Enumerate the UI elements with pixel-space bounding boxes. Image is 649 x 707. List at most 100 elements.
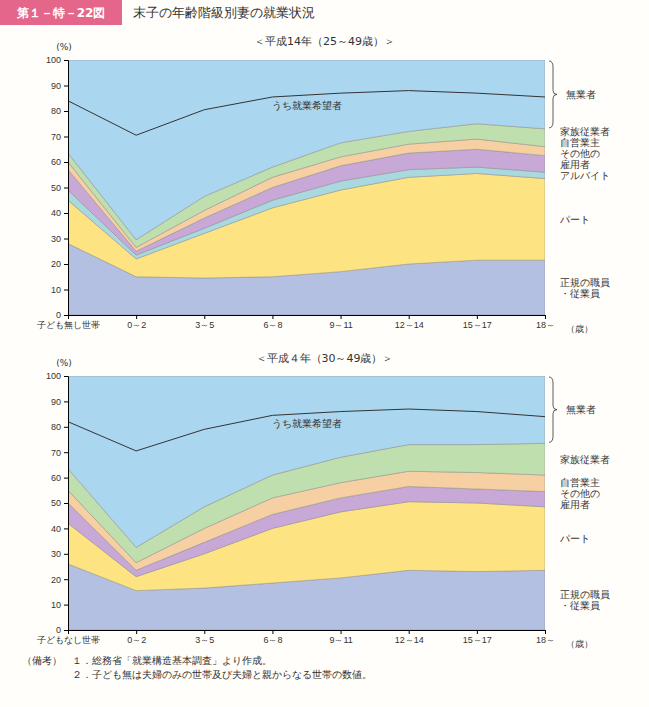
tick: 50 (51, 498, 68, 508)
tick-label: 70 (51, 448, 61, 458)
tick-label: 10 (51, 600, 61, 610)
tick: 6～8 (263, 630, 282, 645)
tick-mark (64, 427, 68, 428)
tick-label: 12～14 (395, 320, 424, 330)
legend-label-line: 正規の職員 (560, 277, 610, 288)
legend-label: 無業者 (566, 89, 596, 100)
tick-label: 3～5 (195, 320, 214, 330)
tick-mark (545, 315, 546, 319)
plot-area (68, 60, 545, 315)
tick-mark (341, 630, 342, 634)
tick: 50 (51, 183, 68, 193)
tick-label: 80 (51, 422, 61, 432)
chart-title: ＜平成14年（25～49歳）＞ (254, 35, 395, 48)
tick: 18～ (536, 315, 555, 330)
tick: 70 (51, 132, 68, 142)
legend-label: その他の雇用者 (560, 148, 600, 170)
tick-mark (64, 137, 68, 138)
tick-label: 40 (51, 208, 61, 218)
tick: 80 (51, 422, 68, 432)
tick-mark (64, 213, 68, 214)
tick-label: 子ども無し世帯 (37, 320, 100, 330)
tick: 20 (51, 259, 68, 269)
tick-label: 0 (56, 310, 61, 320)
chart: ＜平成14年（25～49歳）＞(%)うち就業希望者010203040506070… (37, 35, 610, 334)
tick-label: 20 (51, 575, 61, 585)
legend-label: 正規の職員・従業員 (560, 589, 610, 611)
tick: 90 (51, 81, 68, 91)
tick-mark (64, 579, 68, 580)
tick-label: 12～14 (395, 635, 424, 645)
tick-label: 6～8 (263, 320, 282, 330)
tick-mark (64, 188, 68, 189)
tick-label: 20 (51, 259, 61, 269)
included-label: うち就業希望者 (272, 100, 342, 111)
legend-label: アルバイト (560, 170, 610, 181)
tick-label: 3～5 (195, 635, 214, 645)
included-label: うち就業希望者 (272, 418, 342, 429)
legend-label-line: 無業者 (566, 404, 596, 415)
legend-label-line: 自営業主 (560, 137, 600, 148)
tick: 子ども無し世帯 (37, 315, 100, 330)
tick-mark (64, 86, 68, 87)
tick: 40 (51, 524, 68, 534)
tick-label: 子どもなし世帯 (37, 635, 100, 645)
tick-label: 15～17 (463, 635, 492, 645)
tick-mark (68, 315, 69, 319)
x-axis-title: （歳） (566, 324, 593, 334)
legend-label-line: 家族従業者 (560, 454, 610, 465)
tick-label: 18～ (536, 635, 555, 645)
y-axis-title: (%) (56, 358, 72, 368)
y-axis: 0102030405060708090100 (46, 371, 69, 635)
x-axis: 子どもなし世帯 0～2 3～5 6～8 9～11 12～14 15～17 18～ (37, 630, 555, 645)
tick: 12～14 (395, 630, 424, 645)
tick: 6～8 (263, 315, 282, 330)
x-axis-title: （歳） (566, 639, 593, 649)
tick-mark (68, 630, 69, 634)
legend-label-line: ・従業員 (560, 288, 600, 299)
legend-label: 家族従業者 (560, 126, 610, 137)
tick-mark (64, 239, 68, 240)
tick: 18～ (536, 630, 555, 645)
tick: 40 (51, 208, 68, 218)
tick: 30 (51, 234, 68, 244)
tick-label: 60 (51, 157, 61, 167)
tick-label: 70 (51, 132, 61, 142)
axis-line (69, 631, 546, 635)
note: １．総務省「就業構造基本調査」より作成。 (72, 655, 272, 666)
tick: 0 (56, 625, 68, 635)
legend-label: 正規の職員・従業員 (560, 277, 610, 299)
tick-mark (64, 162, 68, 163)
tick-label: 9～11 (329, 320, 352, 330)
legend-label-line: 雇用者 (560, 159, 590, 170)
y-axis: 0102030405060708090100 (46, 55, 69, 320)
tick-label: 0～2 (127, 635, 146, 645)
tick-mark (545, 630, 546, 634)
tick-label: 30 (51, 234, 61, 244)
legend-label: 家族従業者 (560, 454, 610, 465)
legend-label-line: 家族従業者 (560, 126, 610, 137)
tick-mark (64, 264, 68, 265)
tick: 15～17 (463, 315, 492, 330)
tick-mark (272, 315, 273, 319)
tick: 15～17 (463, 630, 492, 645)
tick-mark (204, 630, 205, 634)
tick: 10 (51, 600, 68, 610)
legend-label-line: その他の (560, 488, 600, 499)
tick: 3～5 (195, 315, 214, 330)
tick-label: 9～11 (329, 635, 352, 645)
tick-mark (64, 376, 68, 377)
legend-label-line: アルバイト (560, 170, 610, 181)
tick-label: 6～8 (263, 635, 282, 645)
tick-label: 60 (51, 473, 61, 483)
legend-label-line: その他の (560, 148, 600, 159)
tick: 70 (51, 448, 68, 458)
tick: 0 (56, 310, 68, 320)
figure-number: 第１－特－22図 (16, 6, 106, 20)
page-title: 末子の年齢階級別妻の就業状況 (133, 5, 315, 20)
tick-mark (64, 630, 68, 631)
tick: 80 (51, 106, 68, 116)
legend-label: 自営業主 (560, 477, 600, 488)
tick: 20 (51, 575, 68, 585)
page: 第１－特－22図 末子の年齢階級別妻の就業状況 ＜平成14年（25～49歳）＞ (%)… (0, 0, 649, 707)
